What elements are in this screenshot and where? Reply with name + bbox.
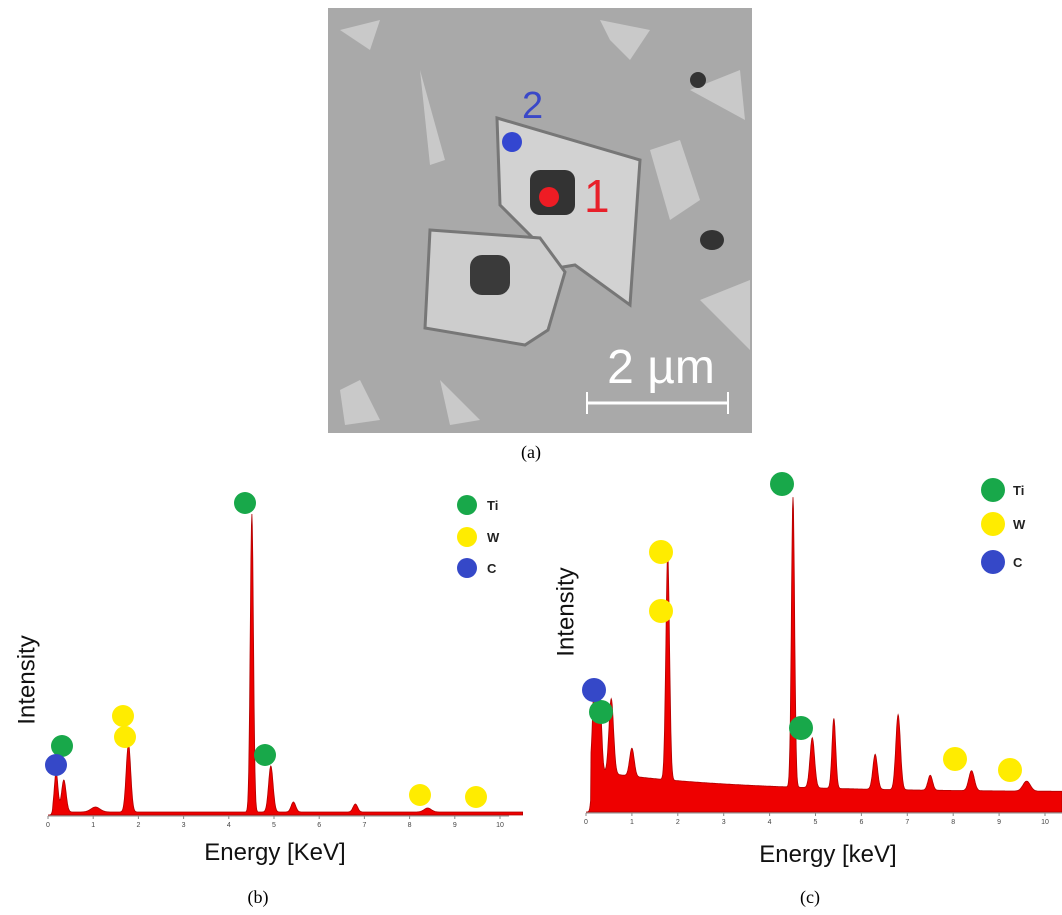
legend-label: Ti [1013,483,1024,498]
x-tick-label: 10 [496,822,504,829]
legend-marker [981,550,1005,574]
peak-marker [234,492,256,514]
peak-marker [649,540,673,564]
x-tick-label: 1 [91,822,95,829]
peak-marker [998,758,1022,782]
x-tick-label: 4 [227,822,231,829]
legend-label: C [487,561,497,576]
peak-marker [770,472,794,496]
x-tick-label: 9 [453,822,457,829]
caption: (b) [248,887,269,908]
x-tick-label: 6 [859,819,863,826]
x-tick-label: 0 [46,822,50,829]
legend-label: W [1013,517,1026,532]
peak-marker [465,786,487,808]
peak-marker [45,754,67,776]
x-tick-label: 2 [136,822,140,829]
peak-marker [649,599,673,623]
x-tick-label: 0 [584,819,588,826]
x-tick-label: 9 [997,819,1001,826]
spectrum [48,513,523,816]
x-tick-label: 7 [905,819,909,826]
y-axis-label: Intensity [552,567,579,656]
x-tick-label: 5 [814,819,818,826]
x-tick-label: 2 [676,819,680,826]
peak-marker [789,716,813,740]
legend-marker [457,527,477,547]
point-label: 1 [584,170,610,222]
legend-marker [981,512,1005,536]
peak-marker [51,735,73,757]
legend-marker [457,558,477,578]
y-axis-label: Intensity [13,635,40,724]
caption: (c) [800,887,820,908]
scale-bar-label: 2 µm [607,341,715,394]
peak-marker [943,747,967,771]
x-tick-label: 1 [630,819,634,826]
peak-marker [112,705,134,727]
x-tick-label: 3 [722,819,726,826]
peak-marker [254,744,276,766]
peak-marker [589,700,613,724]
x-tick-label: 5 [272,822,276,829]
point-label: 2 [522,85,543,127]
peak-marker [582,678,606,702]
x-tick-label: 4 [768,819,772,826]
x-tick-label: 8 [408,822,412,829]
peak-marker [114,726,136,748]
x-axis-label: Energy [keV] [759,841,896,868]
legend-label: W [487,530,500,545]
caption: (a) [521,442,541,463]
legend-label: C [1013,555,1023,570]
sem-image: 1 2 2 µm [328,8,752,433]
legend-marker [981,478,1005,502]
legend-marker [457,495,477,515]
x-tick-label: 7 [362,822,366,829]
x-tick-label: 8 [951,819,955,826]
peak-marker [409,784,431,806]
x-axis-label: Energy [KeV] [204,839,345,866]
legend-label: Ti [487,498,498,513]
x-tick-label: 10 [1041,819,1049,826]
spectrum [586,497,1062,813]
x-tick-label: 3 [182,822,186,829]
x-tick-label: 6 [317,822,321,829]
